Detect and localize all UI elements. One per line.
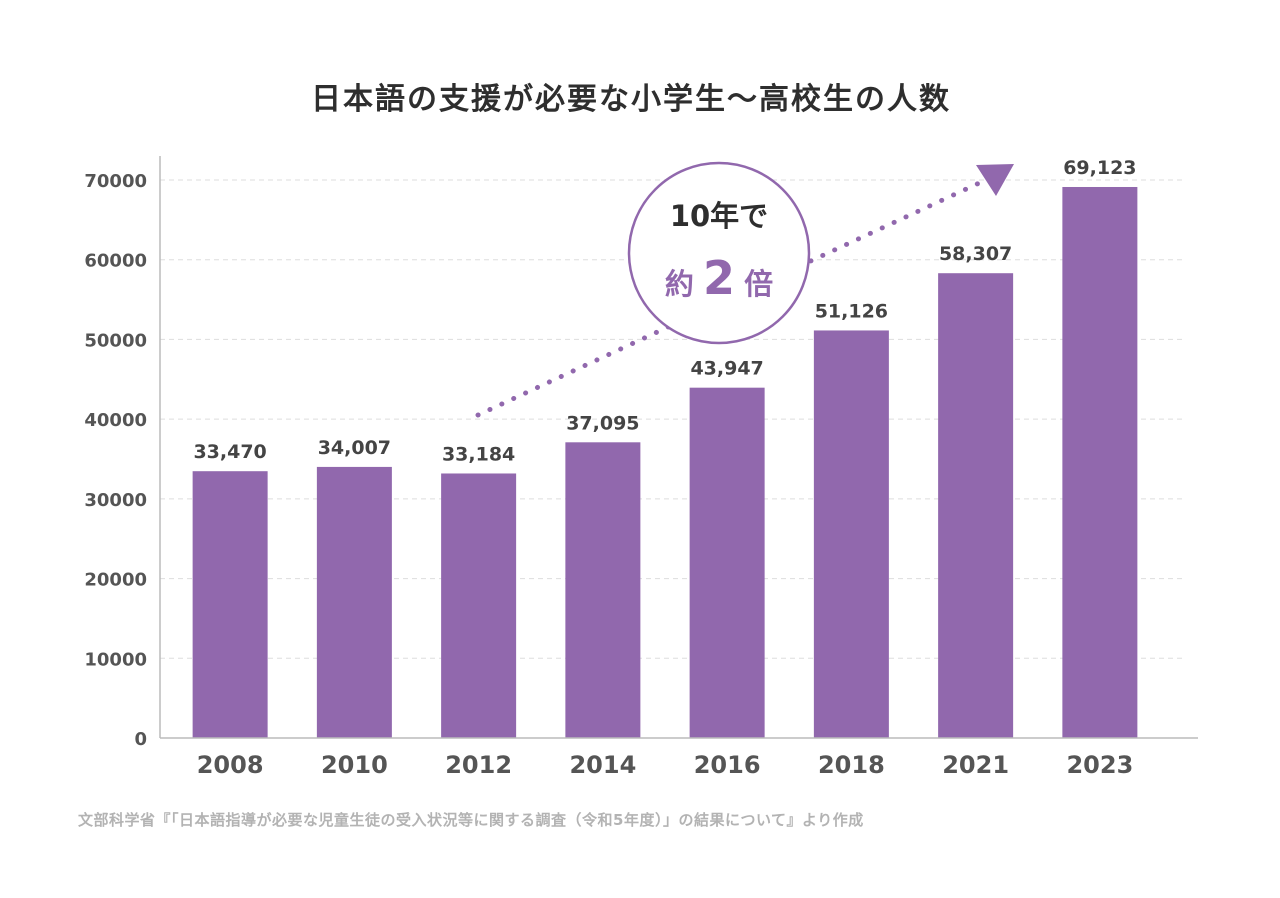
bar bbox=[1062, 186, 1138, 738]
bar bbox=[565, 442, 641, 738]
data-label: 51,126 bbox=[815, 300, 888, 322]
y-tick-label: 10000 bbox=[84, 649, 147, 670]
trend-annotation: 10年で 約 2 倍 bbox=[475, 161, 1014, 418]
trend-dotted-arrow bbox=[475, 175, 993, 418]
bars bbox=[192, 186, 1138, 738]
bar bbox=[813, 330, 889, 738]
badge-text-ratio: 約 2 倍 bbox=[665, 251, 773, 305]
y-tick-label: 30000 bbox=[84, 490, 147, 511]
data-label: 33,470 bbox=[193, 441, 266, 463]
y-tick-label: 20000 bbox=[84, 570, 147, 591]
y-axis-ticks: 0 10000 20000 30000 40000 50000 60000 70000 bbox=[84, 171, 147, 750]
data-label: 58,307 bbox=[939, 243, 1012, 265]
badge-number: 2 bbox=[703, 251, 735, 305]
data-label: 34,007 bbox=[318, 437, 391, 459]
x-axis-ticks: 2008 2010 2012 2014 2016 2018 2021 2023 bbox=[197, 751, 1134, 779]
data-label: 43,947 bbox=[690, 358, 763, 380]
data-label: 33,184 bbox=[442, 443, 515, 465]
bar bbox=[316, 466, 392, 738]
y-tick-label: 40000 bbox=[84, 410, 147, 431]
x-tick-label: 2018 bbox=[818, 751, 885, 779]
y-tick-label: 0 bbox=[134, 729, 147, 750]
trend-arrowhead bbox=[976, 164, 1014, 196]
chart-title: 日本語の支援が必要な小学生～高校生の人数 bbox=[311, 82, 951, 117]
x-tick-label: 2016 bbox=[694, 751, 761, 779]
badge-text-period: 10年で bbox=[670, 199, 768, 233]
y-tick-label: 70000 bbox=[84, 171, 147, 192]
source-note: 文部科学省『「日本語指導が必要な児童生徒の受入状況等に関する調査（令和5年度）」… bbox=[78, 811, 864, 829]
badge-suffix: 倍 bbox=[744, 267, 773, 301]
y-tick-label: 50000 bbox=[84, 330, 147, 351]
x-tick-label: 2014 bbox=[569, 751, 636, 779]
x-tick-label: 2010 bbox=[321, 751, 388, 779]
bar bbox=[441, 473, 517, 738]
x-tick-label: 2021 bbox=[942, 751, 1009, 779]
x-tick-label: 2008 bbox=[197, 751, 264, 779]
badge-circle bbox=[627, 161, 811, 345]
data-label: 37,095 bbox=[566, 412, 639, 434]
axes bbox=[159, 156, 1198, 739]
data-label: 69,123 bbox=[1063, 157, 1136, 179]
y-tick-label: 60000 bbox=[84, 251, 147, 272]
bar bbox=[689, 387, 765, 738]
x-tick-label: 2023 bbox=[1066, 751, 1133, 779]
bar bbox=[938, 273, 1014, 738]
data-labels: 33,470 34,007 33,184 37,095 43,947 51,126 58,3… bbox=[193, 157, 1136, 465]
badge-prefix: 約 bbox=[665, 267, 694, 301]
bar bbox=[192, 471, 268, 738]
x-tick-label: 2012 bbox=[445, 751, 512, 779]
